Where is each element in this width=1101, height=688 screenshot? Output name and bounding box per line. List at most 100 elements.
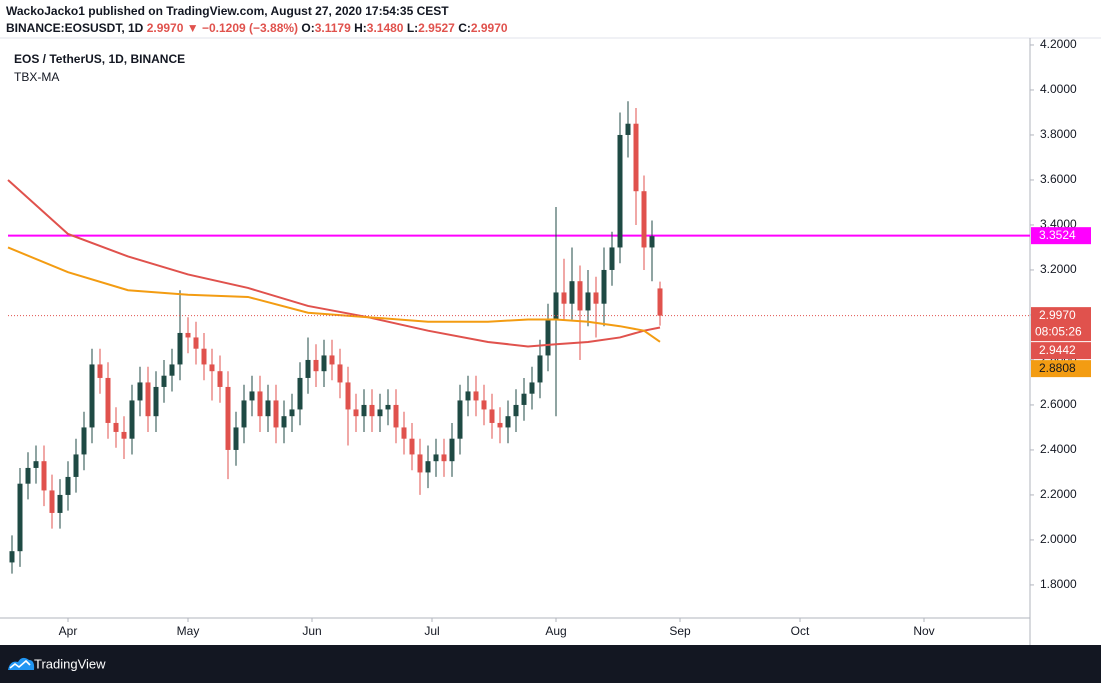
symbol: BINANCE:EOSUSDT, 1D — [6, 21, 144, 35]
candle-body — [281, 416, 287, 428]
ohlc-label: L: — [407, 21, 418, 35]
footer-bar — [0, 645, 1101, 683]
candle-body — [241, 400, 247, 428]
price-label-box — [1031, 227, 1091, 245]
candle-body — [129, 400, 135, 439]
candle-body — [425, 461, 431, 473]
plot — [7, 101, 1030, 574]
candle-body — [497, 422, 503, 428]
candle-body — [569, 281, 575, 304]
candle-body — [329, 355, 335, 365]
candle-body — [113, 422, 119, 432]
candle-body — [561, 292, 567, 304]
price-label: 3.3524 — [1039, 228, 1076, 242]
candle-body — [465, 391, 471, 401]
candle-body — [377, 409, 383, 417]
ohlc-value: 2.9970 — [471, 21, 508, 35]
candle-body — [17, 483, 23, 552]
candle-body — [601, 269, 607, 304]
x-tick-label: Nov — [913, 624, 934, 638]
candle-body — [657, 288, 663, 316]
candle-body — [473, 391, 479, 401]
candle-body — [121, 431, 127, 439]
candle-body — [633, 123, 639, 192]
candle-body — [185, 332, 191, 338]
candle-body — [417, 454, 423, 473]
candle-body — [489, 409, 495, 423]
candle-body — [41, 461, 47, 491]
candle-body — [577, 281, 583, 311]
candle-body — [345, 382, 351, 410]
candle-body — [65, 476, 71, 495]
moving-average — [7, 246, 661, 343]
candle-body — [553, 292, 559, 320]
candle-body — [265, 400, 271, 417]
candle-body — [201, 348, 207, 365]
candle-body — [57, 494, 63, 513]
y-tick-label: 2.6000 — [1040, 397, 1077, 411]
price-label: 2.9442 — [1039, 343, 1076, 357]
candle-body — [177, 332, 183, 365]
candle-body — [393, 404, 399, 428]
candle-body — [137, 382, 143, 401]
logo-cloud — [8, 657, 35, 670]
candle-body — [585, 292, 591, 311]
header-line: WackoJacko1 published on TradingView.com… — [6, 4, 449, 18]
candle-body — [89, 364, 95, 428]
candle-body — [449, 438, 455, 462]
candle-body — [529, 382, 535, 394]
y-tick-label: 2.4000 — [1040, 442, 1077, 456]
candle-body — [9, 551, 15, 563]
ohlc-label: O: — [301, 21, 314, 35]
footer-brand: TradingView — [34, 656, 106, 671]
candle-body — [337, 364, 343, 383]
ohlc-value: 2.9527 — [418, 21, 455, 35]
candle-body — [505, 416, 511, 428]
y-tick-label: 2.2000 — [1040, 487, 1077, 501]
candle-body — [273, 400, 279, 428]
candle-body — [457, 400, 463, 439]
candle-body — [433, 454, 439, 462]
candle-body — [217, 371, 223, 387]
candle-body — [521, 393, 527, 405]
candle-body — [481, 400, 487, 410]
candle-body — [625, 123, 631, 135]
candle-body — [369, 404, 375, 417]
candle-body — [233, 427, 239, 450]
candle-body — [145, 382, 151, 417]
last: 2.9970 — [147, 21, 184, 35]
ohlc-value: 3.1480 — [367, 21, 404, 35]
y-tick-label: 4.0000 — [1040, 82, 1077, 96]
candle-body — [297, 377, 303, 410]
candle-body — [641, 191, 647, 248]
candle-body — [353, 409, 359, 417]
logo — [8, 657, 35, 670]
price-label-box — [1031, 307, 1091, 342]
y-tick-label: 4.2000 — [1040, 37, 1077, 51]
candle-body — [49, 490, 55, 513]
candle-body — [161, 375, 167, 387]
candle-body — [593, 292, 599, 304]
candle-body — [249, 391, 255, 401]
candle-body — [225, 386, 231, 450]
candle-body — [73, 454, 79, 477]
x-tick-label: Apr — [59, 624, 78, 638]
candle-body — [153, 386, 159, 417]
candle-body — [81, 427, 87, 455]
chart-title: EOS / TetherUS, 1D, BINANCE — [14, 52, 185, 66]
candle-body — [537, 355, 543, 383]
candle-body — [305, 359, 311, 378]
candle-body — [193, 337, 199, 349]
candle-body — [25, 467, 31, 484]
price-label-box — [1031, 342, 1091, 360]
candle-body — [385, 404, 391, 410]
x-tick-label: Oct — [791, 624, 810, 638]
indicator-name: TBX-MA — [14, 70, 59, 84]
candle-body — [617, 134, 623, 248]
header-quote: BINANCE:EOSUSDT, 1D 2.9970 ▼ −0.1209 (−3… — [6, 21, 508, 35]
candle-body — [105, 377, 111, 423]
candle-body — [401, 427, 407, 439]
x-tick-label: Jun — [302, 624, 321, 638]
price-label-box — [1031, 360, 1091, 378]
